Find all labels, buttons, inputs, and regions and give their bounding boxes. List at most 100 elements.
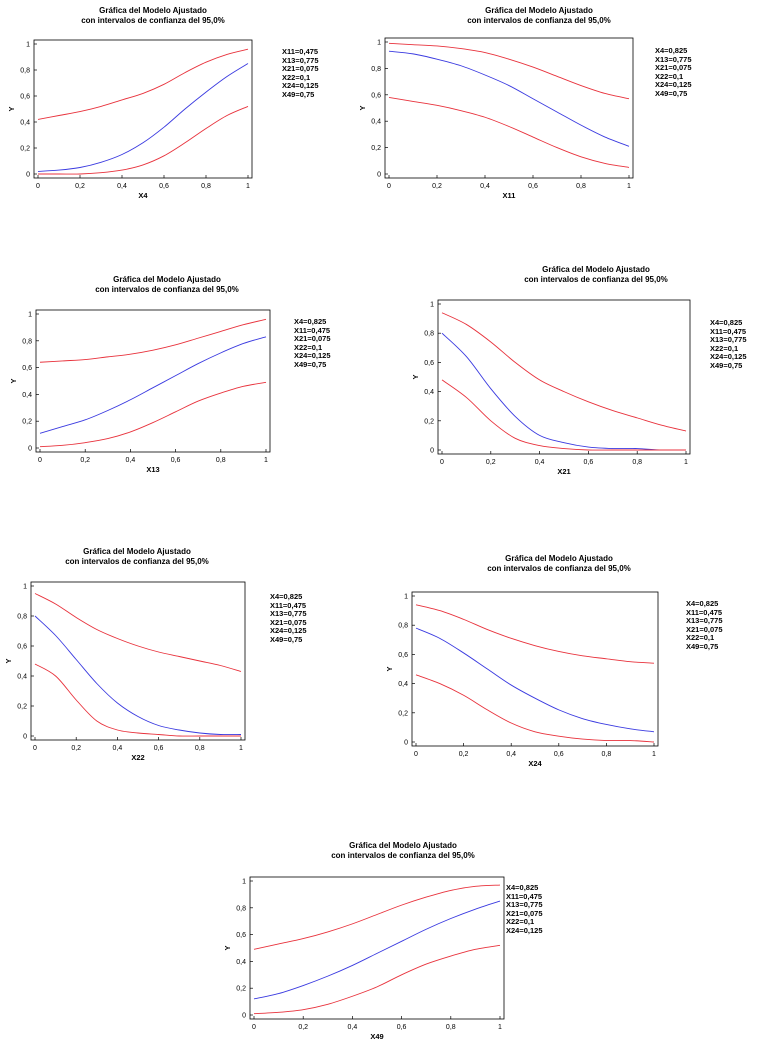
fixed-param: X22=0,1 [506, 917, 535, 927]
plot-frame [249, 876, 505, 1020]
y-tick-label: 0 [26, 172, 30, 179]
y-tick-label: 0,4 [22, 392, 32, 399]
series-line-upper [415, 604, 655, 664]
x-tick-label: 0,2 [80, 457, 90, 464]
fixed-param: X13=0,775 [270, 609, 307, 619]
y-tick-label: 0,8 [424, 331, 434, 338]
x-tick-label: 0,2 [71, 745, 81, 752]
y-tick-label: 0,2 [20, 146, 30, 153]
series-line-fit [37, 63, 249, 172]
chart-svg: 00 0,2 0,2 0,4 0,4 0,6 0,6 0,8 0,8 1 1 X49 Y [223, 876, 505, 1041]
fixed-param: X13=0,775 [686, 616, 723, 626]
y-axis-label: Y [9, 378, 18, 383]
x-tick-label: 0,6 [171, 457, 181, 464]
series-line-lower [388, 96, 630, 168]
x-tick-label: 0 [387, 183, 391, 190]
y-tick-label: 0,8 [20, 68, 30, 75]
x-tick-label: 0,8 [576, 183, 586, 190]
plot-frame [35, 309, 271, 453]
y-tick-label: 0,6 [236, 932, 246, 939]
x-tick-label: 0,2 [432, 183, 442, 190]
chart-subtitle-line: con intervalos de confianza del 95,0% [524, 275, 668, 284]
x-tick-label: 0,4 [348, 1024, 358, 1031]
y-tick-label: 0,2 [398, 710, 408, 717]
chart-title-line: Gráfica del Modelo Ajustado [99, 6, 207, 15]
x-tick-label: 0,6 [397, 1024, 407, 1031]
y-tick-label: 0,2 [371, 145, 381, 152]
x-tick-label: 0,6 [528, 183, 538, 190]
y-tick-label: 0,6 [398, 652, 408, 659]
chart-subtitle-line: con intervalos de confianza del 95,0% [81, 16, 225, 25]
series-line-fit [441, 332, 687, 451]
chart-panel-x49: Gráfica del Modelo Ajustado con intervalo… [220, 839, 580, 1041]
x-tick-label: 0,4 [117, 183, 127, 190]
chart-svg: 00 0,2 0,2 0,4 0,4 0,6 0,6 0,8 0,8 1 1 X4 Y [7, 39, 253, 200]
fixed-param: X21=0,075 [270, 617, 307, 627]
x-tick-label: 1 [627, 183, 631, 190]
series-line-lower [441, 379, 686, 451]
series-line-upper [253, 884, 501, 950]
y-tick-label: 0,6 [17, 644, 27, 651]
x-tick-label: 0,4 [113, 745, 123, 752]
fixed-params-list: X4=0,825 X11=0,475 X13=0,775 X21=0,075 X22=0… [506, 883, 543, 936]
fixed-params-list: X4=0,825 X11=0,475 X13=0,775 X21=0,075 X24=0… [270, 592, 307, 645]
chart-svg: 00 0,2 0,2 0,4 0,4 0,6 0,6 0,8 0,8 1 1 X24 Y [385, 591, 659, 768]
fixed-param: X24=0,125 [270, 626, 307, 636]
chart-title: Gráfica del Modelo Ajustado con intervalo… [14, 6, 292, 26]
x-tick-label: 0,8 [602, 751, 612, 758]
fixed-param: X4=0,825 [655, 46, 688, 55]
y-tick-label: 0,4 [371, 119, 381, 126]
y-axis-label: Y [358, 105, 367, 110]
chart-panel-x22: Gráfica del Modelo Ajustado con intervalo… [0, 545, 360, 762]
chart-panel-x4: Gráfica del Modelo Ajustado con intervalo… [0, 0, 360, 200]
y-tick-label: 0,4 [398, 681, 408, 688]
y-tick-label: 0,8 [17, 614, 27, 621]
y-tick-label: 0,6 [424, 360, 434, 367]
fixed-params-list: X11=0,475 X13=0,775 X21=0,075 X22=0,1 X24=0,… [282, 47, 319, 100]
fixed-param: X22=0,1 [294, 342, 323, 352]
series-line-fit [39, 336, 267, 434]
x-tick-label: 0 [36, 183, 40, 190]
fixed-param: X21=0,075 [506, 908, 543, 918]
x-tick-label: 0 [252, 1024, 256, 1031]
y-tick-label: 0,4 [236, 959, 246, 966]
fixed-param: X11=0,475 [686, 607, 723, 617]
chart-panel-x24: Gráfica del Modelo Ajustado con intervalo… [380, 552, 740, 768]
plot-frame [33, 39, 253, 179]
x-tick-label: 0,4 [535, 459, 545, 466]
y-tick-label: 0 [404, 740, 408, 747]
fixed-param: X4=0,825 [710, 318, 743, 327]
fixed-param: X24=0,125 [710, 352, 747, 362]
chart-svg: 00 0,2 0,2 0,4 0,4 0,6 0,6 0,8 0,8 1 1 X11 Y [358, 37, 634, 200]
y-tick-label: 0 [430, 448, 434, 455]
series-line-lower [39, 381, 267, 448]
series-line-upper [39, 318, 267, 363]
y-tick-label: 0,8 [236, 905, 246, 912]
y-tick-label: 0,6 [371, 92, 381, 99]
fixed-param: X11=0,475 [710, 326, 747, 336]
chart-subtitle-line: con intervalos de confianza del 95,0% [467, 16, 611, 25]
x-axis-label: X49 [370, 1032, 383, 1041]
chart-svg: 00 0,2 0,2 0,4 0,4 0,6 0,6 0,8 0,8 1 1 X13 Y [9, 309, 271, 474]
fixed-param: X22=0,1 [282, 72, 311, 82]
fixed-param: X4=0,825 [686, 599, 719, 608]
series-line-lower [34, 663, 241, 737]
x-tick-label: 0 [38, 457, 42, 464]
fixed-params-list: X4=0,825 X13=0,775 X21=0,075 X22=0,1 X24=0,1… [655, 46, 692, 99]
fixed-param: X11=0,475 [282, 47, 319, 56]
x-tick-label: 1 [652, 751, 656, 758]
x-tick-label: 0 [440, 459, 444, 466]
plot-frame [411, 591, 659, 747]
y-tick-label: 0,2 [22, 419, 32, 426]
x-tick-label: 0,6 [584, 459, 594, 466]
fixed-param: X49=0,75 [294, 359, 327, 369]
x-axis-label: X11 [503, 191, 516, 200]
chart-title: Gráfica del Modelo Ajustado con intervalo… [246, 841, 560, 861]
fixed-param: X22=0,1 [686, 633, 715, 643]
x-tick-label: 0,2 [298, 1024, 308, 1031]
fixed-param: X49=0,75 [686, 641, 719, 651]
fixed-param: X49=0,75 [710, 360, 743, 370]
chart-svg: 00 0,2 0,2 0,4 0,4 0,6 0,6 0,8 0,8 1 1 X21 Y [411, 299, 691, 476]
x-tick-label: 0,8 [201, 183, 211, 190]
x-tick-label: 0 [33, 745, 37, 752]
